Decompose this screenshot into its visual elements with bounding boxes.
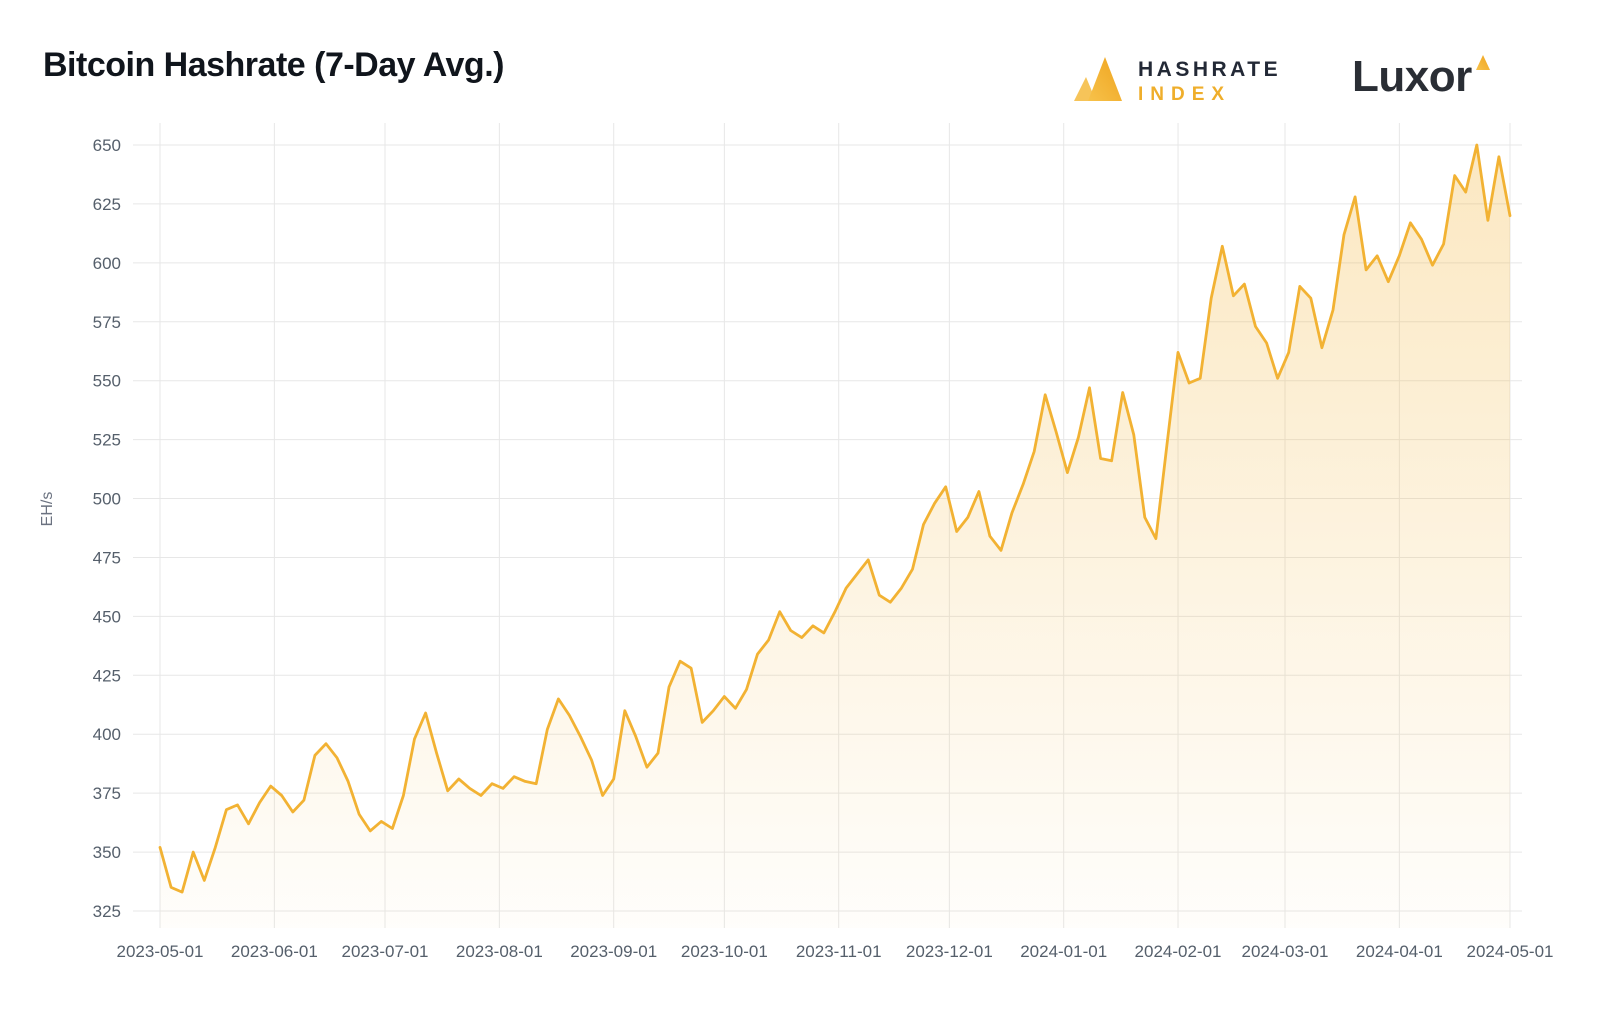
x-tick-label: 2024-05-01 xyxy=(1467,942,1554,961)
y-tick-label: 550 xyxy=(93,372,121,391)
page-title: Bitcoin Hashrate (7-Day Avg.) xyxy=(43,46,504,84)
x-tick-label: 2023-07-01 xyxy=(342,942,429,961)
y-tick-label: 625 xyxy=(93,195,121,214)
y-tick-label: 600 xyxy=(93,254,121,273)
y-tick-label: 350 xyxy=(93,843,121,862)
hashrate-area xyxy=(160,145,1510,928)
y-tick-label: 425 xyxy=(93,666,121,685)
x-tick-label: 2023-06-01 xyxy=(231,942,318,961)
luxor-triangle-icon xyxy=(1474,54,1492,77)
luxor-logo: Luxor xyxy=(1352,52,1492,102)
y-tick-label: 500 xyxy=(93,490,121,509)
x-tick-label: 2023-09-01 xyxy=(570,942,657,961)
x-tick-label: 2023-12-01 xyxy=(906,942,993,961)
y-tick-label: 450 xyxy=(93,607,121,626)
x-tick-label: 2023-08-01 xyxy=(456,942,543,961)
hashrate-line xyxy=(158,143,1512,894)
x-tick-label: 2023-10-01 xyxy=(681,942,768,961)
y-tick-label: 475 xyxy=(93,548,121,567)
y-tick-label: 575 xyxy=(93,313,121,332)
x-tick-label: 2023-11-01 xyxy=(796,942,882,961)
hashrate-index-wordmark: HASHRATE INDEX xyxy=(1138,57,1281,107)
y-tick-label: 525 xyxy=(93,431,121,450)
y-tick-label: 325 xyxy=(93,902,121,921)
y-tick-label: 375 xyxy=(93,784,121,803)
x-tick-label: 2023-05-01 xyxy=(117,942,204,961)
hashrate-label: HASHRATE xyxy=(1138,57,1282,81)
x-tick-label: 2024-04-01 xyxy=(1356,942,1443,961)
luxor-wordmark: Luxor xyxy=(1352,52,1472,101)
x-tick-label: 2024-01-01 xyxy=(1020,942,1107,961)
hashrate-index-logo: HASHRATE INDEX xyxy=(1072,55,1281,108)
x-tick-label: 2024-02-01 xyxy=(1135,942,1222,961)
hashrate-index-triangles-icon xyxy=(1072,55,1124,108)
x-tick-label: 2024-03-01 xyxy=(1242,942,1329,961)
index-label: INDEX xyxy=(1138,83,1232,105)
y-tick-label: 400 xyxy=(93,725,121,744)
y-tick-label: 650 xyxy=(93,136,121,155)
